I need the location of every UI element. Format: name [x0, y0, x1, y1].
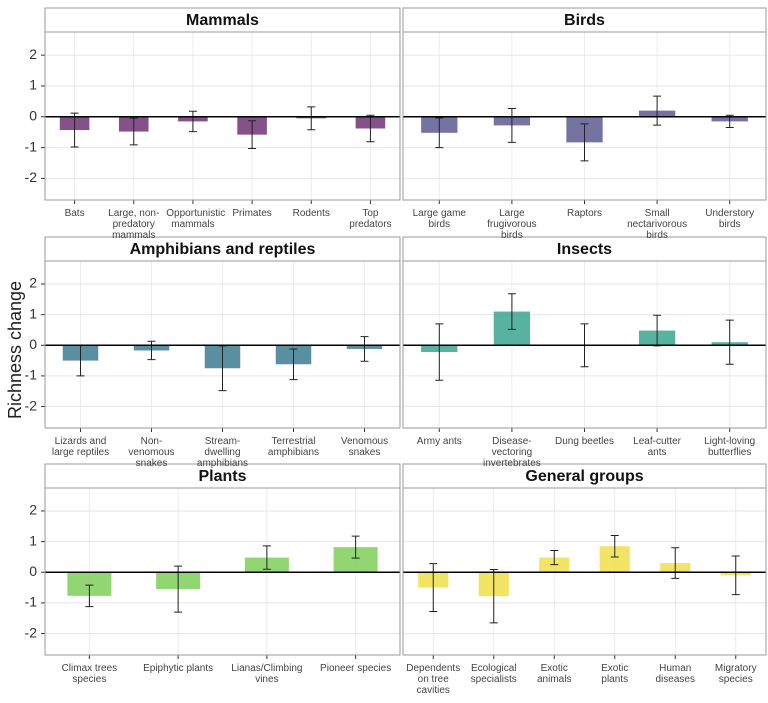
panel-frame — [44, 487, 401, 656]
panel-title: Insects — [557, 241, 612, 258]
y-tick-label: -1 — [25, 594, 38, 610]
error-bar — [262, 545, 271, 570]
x-tick-label: Understory birds — [705, 208, 755, 230]
x-tick-label: Exotic animals — [537, 663, 572, 685]
error-bar — [307, 106, 316, 131]
x-tick-label: Climax trees species — [61, 663, 118, 685]
error-bar — [147, 340, 156, 361]
error-bar — [248, 120, 257, 150]
x-tick-label: Dependents on tree cavities — [406, 663, 461, 696]
x-tick-label: Large, non-predatory mammals — [108, 208, 160, 241]
error-bar — [366, 114, 375, 143]
x-tick-label: Exotic plants — [601, 663, 629, 685]
error-bar — [70, 112, 79, 148]
x-tick-label: Bats — [64, 208, 85, 219]
x-tick-label: Top predators — [349, 208, 392, 230]
y-tick-label: 1 — [29, 77, 37, 93]
x-tick-label: Primates — [232, 208, 272, 219]
y-tick-label: 0 — [29, 107, 37, 123]
panel-header — [44, 463, 401, 489]
x-tick-label: Stream-dwelling amphibians — [196, 436, 249, 469]
error-bar — [653, 95, 662, 126]
x-tick-label: Opportunistic mammals — [166, 208, 226, 230]
panel-title: Mammals — [186, 12, 259, 29]
x-tick-label: Small nectarivorous birds — [627, 208, 688, 241]
error-bar — [731, 555, 740, 596]
error-bar — [610, 534, 619, 558]
error-bar — [351, 535, 360, 559]
error-bar — [289, 348, 298, 381]
panel-frame — [44, 31, 401, 201]
panel-title: Plants — [198, 468, 246, 485]
error-bar — [507, 293, 516, 330]
panel-frame — [402, 31, 767, 201]
error-bar — [129, 117, 138, 146]
x-tick-label: Human diseases — [655, 663, 695, 685]
x-tick-label: Light-loving butterflies — [704, 436, 756, 458]
error-bar — [188, 110, 197, 133]
y-tick-label: 0 — [29, 336, 37, 352]
x-tick-label: Large frugivorous birds — [487, 208, 537, 241]
y-tick-label: 2 — [29, 46, 37, 62]
error-bar — [174, 565, 183, 613]
error-bar — [360, 336, 369, 362]
panel-title: Birds — [564, 12, 605, 29]
x-tick-label: Ecological specialists — [470, 663, 517, 685]
y-tick-label: 2 — [29, 275, 37, 291]
x-tick-label: Terrestrial amphibians — [267, 436, 320, 458]
y-tick-label: -1 — [25, 138, 38, 154]
panel-title: Amphibians and reptiles — [130, 241, 316, 258]
y-tick-label: -2 — [25, 624, 38, 640]
y-tick-label: 1 — [29, 305, 37, 321]
x-tick-label: Disease-vectoring invertebrates — [482, 436, 541, 469]
panel-frame — [44, 260, 401, 429]
x-tick-label: Raptors — [566, 208, 602, 219]
x-tick-label: Venomous snakes — [340, 436, 389, 458]
error-bar — [85, 584, 94, 608]
x-tick-label: Lianas/Climbing vines — [231, 663, 303, 685]
x-tick-label: Leaf-cutter ants — [633, 436, 681, 458]
error-bar — [435, 117, 444, 149]
y-tick-label: 0 — [29, 563, 37, 579]
x-tick-label: Rodents — [292, 208, 330, 219]
error-bar — [435, 323, 444, 381]
y-tick-label: 1 — [29, 532, 37, 548]
error-bar — [580, 123, 589, 162]
error-bar — [725, 319, 734, 365]
error-bar — [489, 569, 498, 624]
panel-header — [44, 7, 401, 33]
y-tick-label: 2 — [29, 502, 37, 518]
y-tick-label: -1 — [25, 367, 38, 383]
x-tick-label: Pioneer species — [320, 663, 392, 674]
x-tick-label: Lizards and large reptiles — [51, 436, 110, 458]
y-tick-label: -2 — [25, 169, 38, 185]
x-tick-label: Epiphytic plants — [143, 663, 214, 674]
x-tick-label: Army ants — [416, 436, 462, 447]
y-tick-label: -2 — [25, 397, 38, 413]
x-tick-label: Dung beetles — [555, 436, 614, 447]
error-bar — [507, 107, 516, 143]
panel-header — [402, 236, 767, 262]
panel-header — [402, 7, 767, 33]
panel-frame — [402, 260, 767, 429]
panel-frame — [402, 487, 767, 656]
x-tick-label: Migratory species — [714, 663, 757, 685]
x-tick-label: Large game birds — [412, 208, 466, 230]
y-axis-label: Richness change — [5, 281, 25, 419]
error-bar — [671, 547, 680, 579]
x-tick-label: Non-venomous snakes — [128, 436, 175, 469]
error-bar — [550, 550, 559, 566]
bar — [67, 572, 112, 596]
panel-title: General groups — [525, 468, 643, 485]
